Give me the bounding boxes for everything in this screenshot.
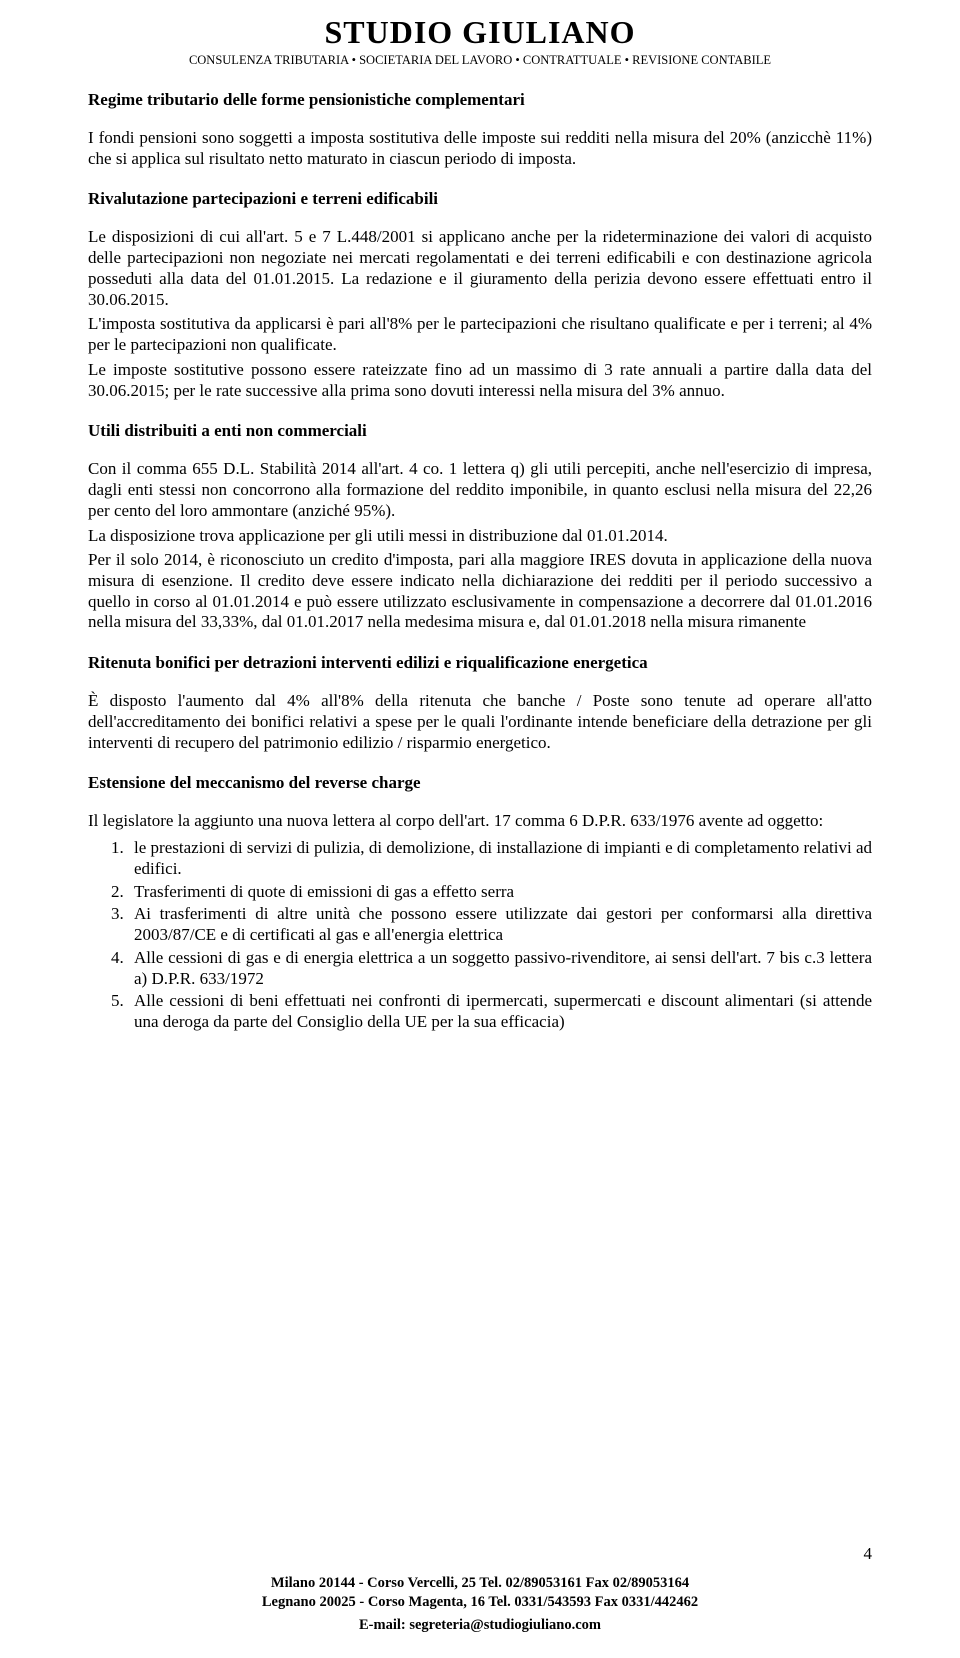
list-item: le prestazioni di servizi di pulizia, di… xyxy=(128,838,872,879)
page-number: 4 xyxy=(864,1544,873,1564)
spacer xyxy=(88,114,872,128)
heading-rivalutazione: Rivalutazione partecipazioni e terreni e… xyxy=(88,189,872,209)
heading-ritenuta-bonifici: Ritenuta bonifici per detrazioni interve… xyxy=(88,653,872,673)
list-item: Alle cessioni di gas e di energia elettr… xyxy=(128,948,872,989)
list-item: Alle cessioni di beni effettuati nei con… xyxy=(128,991,872,1032)
footer: Milano 20144 - Corso Vercelli, 25 Tel. 0… xyxy=(88,1573,872,1636)
paragraph: Il legislatore la aggiunto una nuova let… xyxy=(88,811,872,832)
paragraph: Le disposizioni di cui all'art. 5 e 7 L.… xyxy=(88,227,872,310)
letterhead: STUDIO GIULIANO CONSULENZA TRIBUTARIA • … xyxy=(88,14,872,68)
numbered-list: le prestazioni di servizi di pulizia, di… xyxy=(88,838,872,1033)
spacer xyxy=(88,213,872,227)
paragraph: La disposizione trova applicazione per g… xyxy=(88,526,872,547)
paragraph: I fondi pensioni sono soggetti a imposta… xyxy=(88,128,872,169)
footer-address-legnano: Legnano 20025 - Corso Magenta, 16 Tel. 0… xyxy=(88,1594,872,1611)
list-item: Ai trasferimenti di altre unità che poss… xyxy=(128,904,872,945)
heading-reverse-charge: Estensione del meccanismo del reverse ch… xyxy=(88,773,872,793)
paragraph: Le imposte sostitutive possono essere ra… xyxy=(88,360,872,401)
paragraph: Con il comma 655 D.L. Stabilità 2014 all… xyxy=(88,459,872,521)
heading-regime-tributario: Regime tributario delle forme pensionist… xyxy=(88,90,872,110)
footer-address-milano: Milano 20144 - Corso Vercelli, 25 Tel. 0… xyxy=(88,1575,872,1592)
heading-utili-distribuiti: Utili distribuiti a enti non commerciali xyxy=(88,421,872,441)
spacer xyxy=(88,445,872,459)
paragraph: L'imposta sostitutiva da applicarsi è pa… xyxy=(88,314,872,355)
spacer xyxy=(88,677,872,691)
footer-email: E-mail: segreteria@studiogiuliano.com xyxy=(88,1617,872,1634)
spacer xyxy=(88,797,872,811)
paragraph: È disposto l'aumento dal 4% all'8% della… xyxy=(88,691,872,753)
studio-subtitle: CONSULENZA TRIBUTARIA • SOCIETARIA DEL L… xyxy=(88,53,872,68)
paragraph: Per il solo 2014, è riconosciuto un cred… xyxy=(88,550,872,633)
studio-title: STUDIO GIULIANO xyxy=(88,14,872,51)
document-page: STUDIO GIULIANO CONSULENZA TRIBUTARIA • … xyxy=(0,0,960,1654)
list-item: Trasferimenti di quote di emissioni di g… xyxy=(128,882,872,903)
